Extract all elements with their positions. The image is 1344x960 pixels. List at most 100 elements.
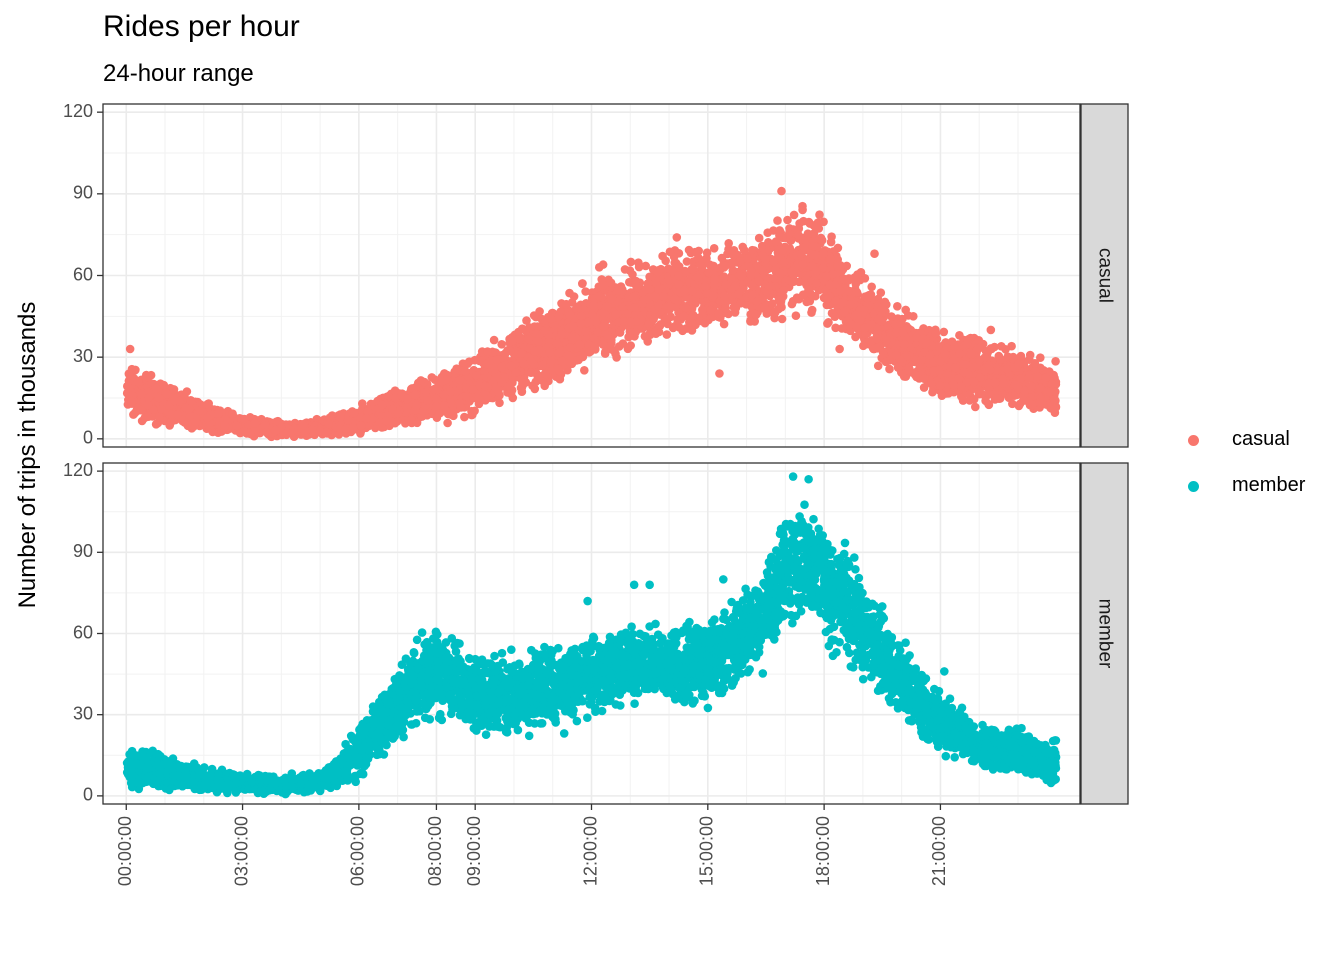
data-point: [706, 305, 715, 315]
data-point: [927, 379, 936, 389]
data-point: [489, 335, 499, 345]
data-point: [406, 415, 416, 425]
data-point: [620, 265, 630, 274]
data-point: [495, 398, 504, 408]
data-point: [460, 412, 469, 422]
data-point: [783, 215, 792, 225]
data-point: [653, 267, 663, 277]
data-point: [696, 261, 706, 270]
data-point: [538, 360, 548, 370]
data-point: [837, 324, 847, 333]
data-point: [777, 314, 787, 324]
data-point: [747, 290, 757, 300]
data-point: [663, 314, 673, 323]
data-point: [191, 417, 201, 427]
data-point: [470, 406, 479, 416]
data-point: [631, 280, 640, 290]
data-point: [443, 418, 452, 428]
data-point: [990, 378, 1000, 388]
data-point: [965, 396, 974, 405]
data-point: [775, 226, 784, 235]
chart-title: Rides per hour: [103, 10, 300, 43]
series-points-casual: [122, 186, 1061, 442]
data-point: [962, 340, 972, 349]
data-point: [702, 248, 712, 257]
data-point: [760, 304, 769, 314]
data-point: [155, 412, 164, 422]
data-point: [803, 229, 813, 238]
data-point: [679, 312, 688, 321]
data-point: [687, 326, 697, 335]
chart-subtitle: 24-hour range: [103, 60, 254, 87]
data-point: [203, 399, 212, 409]
data-point: [839, 274, 849, 284]
data-point: [501, 348, 510, 358]
data-point: [872, 333, 881, 343]
data-point: [151, 420, 161, 429]
data-point: [565, 288, 574, 298]
data-point: [611, 349, 620, 359]
data-point: [859, 341, 868, 351]
data-point: [771, 237, 781, 246]
data-point: [552, 339, 562, 348]
data-point: [603, 331, 612, 340]
data-point: [601, 347, 610, 357]
data-point: [1046, 387, 1055, 396]
data-point: [124, 369, 134, 379]
data-point: [540, 381, 549, 391]
data-point: [787, 267, 796, 277]
data-point: [831, 296, 840, 306]
data-point: [533, 322, 542, 331]
data-point: [530, 347, 539, 356]
data-point: [698, 305, 707, 315]
data-point: [748, 245, 757, 255]
data-point: [773, 216, 782, 225]
data-point: [919, 374, 929, 383]
data-point: [1025, 373, 1034, 383]
data-point: [455, 376, 465, 385]
data-point: [833, 261, 843, 270]
data-point: [228, 409, 237, 419]
data-point: [704, 268, 714, 277]
data-point: [719, 319, 729, 329]
data-point: [475, 356, 484, 366]
data-point: [1025, 350, 1035, 360]
data-point: [876, 288, 886, 298]
data-point: [777, 302, 786, 312]
data-point: [709, 244, 719, 253]
data-point: [497, 340, 507, 349]
data-point: [356, 421, 366, 431]
data-point: [456, 403, 466, 412]
data-point: [769, 308, 779, 318]
data-point: [606, 278, 616, 288]
data-point: [939, 327, 949, 337]
data-point: [763, 228, 772, 237]
data-point: [807, 308, 816, 317]
data-point: [580, 366, 589, 375]
data-point: [738, 242, 747, 252]
data-point: [661, 256, 670, 266]
data-point: [611, 310, 620, 320]
data-point: [955, 331, 964, 340]
data-point: [826, 237, 836, 247]
data-point: [737, 272, 747, 281]
data-point: [377, 400, 387, 410]
data-point: [665, 247, 675, 257]
data-point: [904, 366, 913, 375]
data-point: [805, 219, 815, 228]
data-point: [971, 402, 980, 412]
data-point: [626, 257, 636, 267]
data-point: [668, 323, 678, 333]
data-point: [808, 250, 817, 260]
data-point: [743, 254, 752, 263]
data-point: [578, 279, 587, 288]
data-point: [630, 303, 639, 312]
data-point: [764, 238, 773, 247]
data-point: [358, 399, 367, 408]
data-point: [1015, 399, 1025, 409]
data-point: [662, 330, 672, 339]
data-point: [961, 360, 970, 369]
data-point: [581, 287, 590, 296]
data-point: [873, 361, 883, 371]
